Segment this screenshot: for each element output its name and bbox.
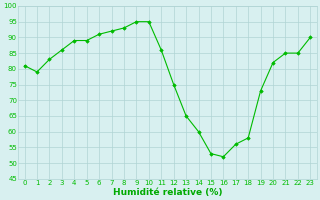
X-axis label: Humidité relative (%): Humidité relative (%)	[113, 188, 222, 197]
